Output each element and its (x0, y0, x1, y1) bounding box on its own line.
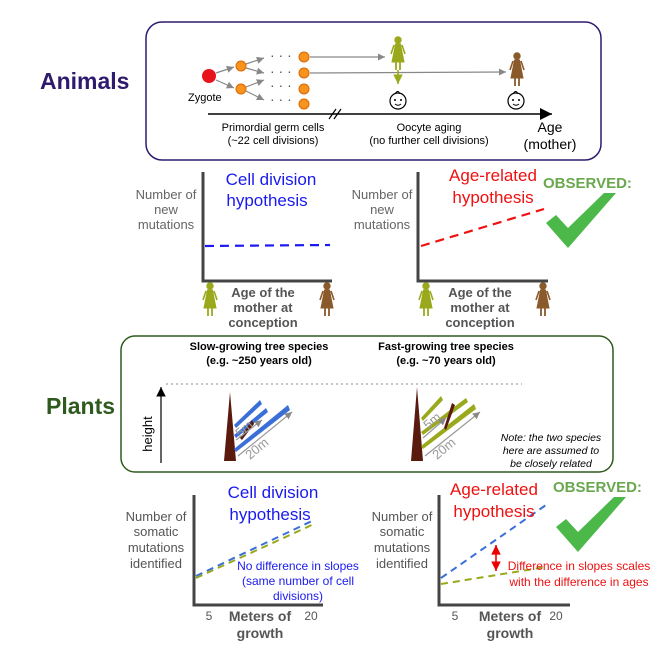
flat-trend-line (204, 243, 331, 248)
plants-box (120, 335, 614, 473)
y-label: identified (376, 556, 428, 571)
observed-label: OBSERVED: (543, 175, 632, 192)
mother-young-icon (418, 281, 434, 317)
rising-trend-line (420, 207, 545, 248)
x-label: growth (487, 625, 534, 641)
baby-icon (389, 90, 407, 110)
slow-trend-line (195, 520, 313, 577)
mother-old-icon (535, 281, 551, 317)
x-label: Meters of (229, 608, 292, 624)
plant-age-related-chart: Number of somatic mutations identified A… (372, 479, 651, 641)
y-label: Number of (352, 187, 413, 202)
observed-label: OBSERVED: (553, 479, 642, 496)
zygote-label: Zygote (188, 92, 222, 104)
note-text: here are assumed to (503, 445, 599, 457)
y-label: new (154, 202, 178, 217)
slow-tree: 5m 20m (224, 392, 293, 462)
chart-title: Cell division (228, 483, 319, 502)
y-label: new (370, 202, 394, 217)
plant-cell-division-chart: Number of somatic mutations identified C… (126, 483, 359, 641)
y-label: mutations (138, 217, 195, 232)
pgc-sublabel: (~22 cell divisions) (228, 135, 319, 147)
annotation: with the difference in ages (508, 575, 648, 589)
pgc-label: Primordial germ cells (222, 122, 325, 134)
x-tick: 5 (452, 609, 459, 623)
y-label: Number of (126, 509, 187, 524)
annotation: No difference in slopes (237, 559, 359, 573)
animals-box (145, 21, 602, 161)
x-label: Age of the (231, 285, 295, 300)
mother-old-icon (319, 281, 335, 317)
y-label: identified (130, 556, 182, 571)
x-tick: 5 (206, 609, 213, 623)
fast-tree: 5m 20m (411, 387, 481, 462)
plants-heading: Plants (46, 393, 115, 419)
chart-title: Age-related (450, 480, 538, 499)
x-tick: 20 (549, 609, 563, 623)
x-label: conception (228, 315, 297, 330)
y-label: somatic (134, 524, 179, 539)
chart-title: hypothesis (226, 191, 307, 210)
slow-tree-label: Slow-growing tree species (190, 341, 329, 353)
x-label: mother at (233, 300, 293, 315)
fast-tree-sublabel: (e.g. ~70 years old) (396, 355, 496, 367)
animals-heading: Animals (40, 68, 129, 94)
chart-title: hypothesis (452, 188, 533, 207)
y-label: mutations (374, 540, 431, 555)
checkmark-icon (546, 193, 616, 248)
y-label: Number of (372, 509, 433, 524)
svg-text:· · ·: · · · (270, 47, 292, 63)
x-label: Age of the (448, 285, 512, 300)
chart-title: Age-related (449, 166, 537, 185)
mother-young-icon (202, 281, 218, 317)
note-text: Note: the two species (501, 432, 602, 444)
age-label: Age (538, 119, 563, 135)
height-label: height (140, 416, 155, 452)
slow-tree-sublabel: (e.g. ~250 years old) (206, 355, 312, 367)
oocyte-label: Oocyte aging (397, 122, 462, 134)
baby-icon (507, 90, 525, 110)
svg-text:· · ·: · · · (270, 63, 292, 79)
y-label: mutations (128, 540, 185, 555)
note-text: be closely related (510, 458, 593, 470)
animal-age-related-chart: Number of new mutations Age-related hypo… (352, 166, 632, 330)
svg-text:· · ·: · · · (270, 77, 292, 93)
annotation: divisions) (273, 589, 323, 603)
x-label: mother at (450, 300, 510, 315)
x-tick: 20 (304, 609, 318, 623)
age-sublabel: (mother) (524, 136, 577, 152)
chart-title: hypothesis (229, 505, 310, 524)
oocyte-sublabel: (no further cell divisions) (369, 135, 488, 147)
y-label: Number of (136, 187, 197, 202)
fast-trend-line (195, 523, 315, 579)
y-label: somatic (380, 524, 425, 539)
axis-break (328, 108, 342, 120)
x-label: growth (237, 625, 284, 641)
x-label: Meters of (479, 608, 542, 624)
mother-young-icon (390, 35, 406, 71)
zygote-cell (202, 69, 216, 83)
y-label: mutations (354, 217, 411, 232)
branch-label-5m: 5m (420, 409, 443, 432)
svg-text:· · ·: · · · (270, 91, 292, 107)
chart-title: Cell division (226, 170, 317, 189)
cell-lineage: · · · · · · · · · · · · (202, 47, 507, 110)
x-label: conception (445, 315, 514, 330)
checkmark-icon (556, 497, 626, 552)
fast-tree-label: Fast-growing tree species (378, 341, 514, 353)
chart-title: hypothesis (453, 502, 534, 521)
animal-cell-division-chart: Number of new mutations Cell division hy… (136, 170, 335, 330)
fast-trend-line (440, 566, 547, 585)
annotation: Difference in slopes scales (508, 559, 651, 573)
mother-old-icon (509, 51, 525, 87)
slow-trend-line (440, 504, 547, 579)
annotation: (same number of cell (242, 574, 354, 588)
